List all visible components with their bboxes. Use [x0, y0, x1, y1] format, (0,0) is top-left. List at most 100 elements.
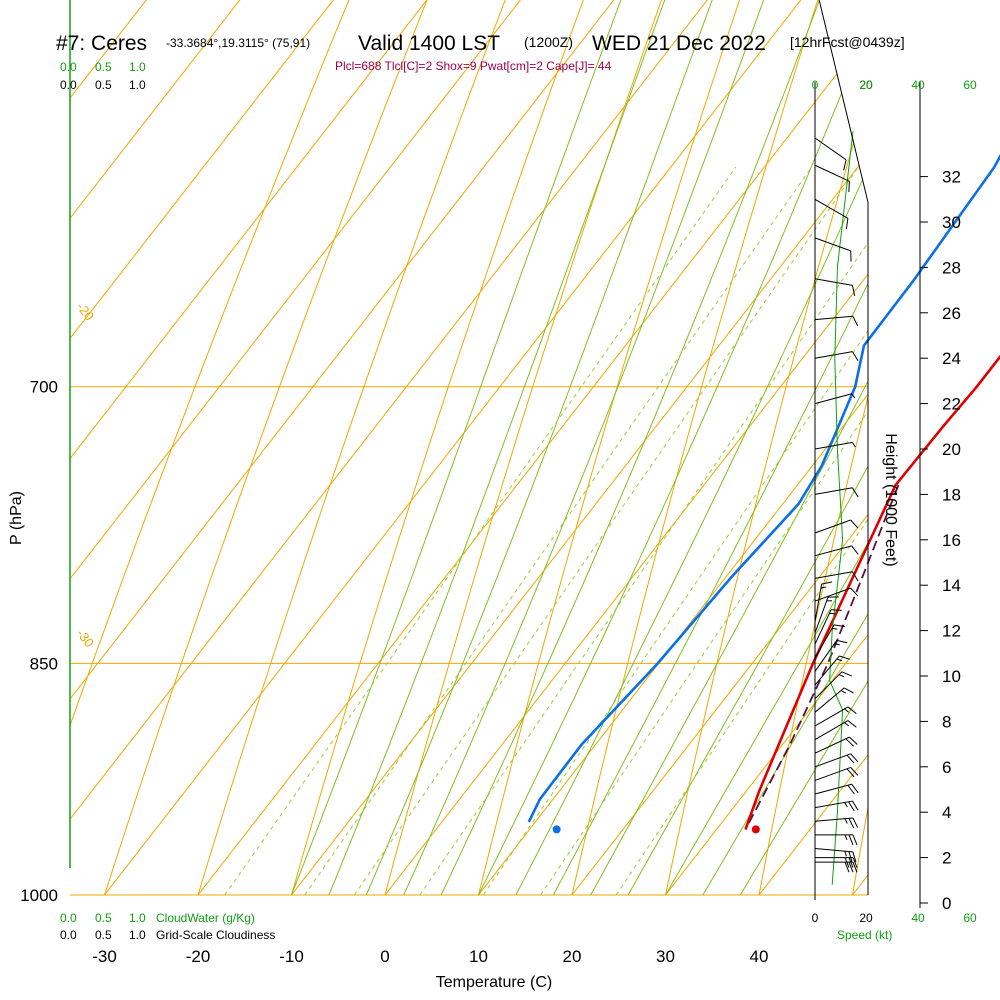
moist-adiabat-line [478, 0, 868, 895]
stability-indices: Plcl=688 Tlcl[C]=2 Shox=9 Pwat[cm]=2 Cap… [335, 59, 612, 73]
wind-barb-half-flag [844, 850, 847, 857]
wind-barb-flag [847, 706, 857, 714]
wind-barb-staff [814, 640, 838, 672]
wind-barb-flag [848, 181, 850, 193]
height-tick-label: 22 [942, 395, 961, 414]
wind-barb-staff [814, 315, 853, 321]
wind-barb [814, 817, 859, 829]
wind-barb [814, 800, 859, 812]
wind-barb-staff [814, 519, 851, 534]
utc-time: (1200Z) [524, 34, 573, 50]
wind-barb [814, 596, 839, 634]
chart-frame [69, 0, 869, 895]
speed-tick-label: 0 [812, 911, 819, 925]
moist-adiabat-line [291, 0, 868, 895]
isotherm-line [478, 0, 868, 895]
wind-barb-flag [844, 861, 850, 873]
wind-barb-flag [843, 159, 847, 171]
speed-tick-label: 40 [911, 911, 925, 925]
wind-barb [814, 736, 858, 754]
cloudwater-label: CloudWater (g/Kg) [156, 911, 255, 925]
wind-barb-staff [814, 278, 853, 286]
wind-barb-flag [851, 487, 859, 498]
wind-barb [814, 278, 856, 296]
wind-barb [814, 783, 859, 795]
cloudwater-tick: 0.5 [95, 911, 112, 925]
mixing-ratio-line [419, 166, 868, 895]
height-tick-label: 28 [942, 258, 961, 277]
dry-adiabat-line [70, 0, 835, 895]
wind-barb-staff [814, 624, 835, 659]
axis-ticks: -30 -20 -10 0 10 20 30 40 [92, 947, 768, 966]
wind-barb [814, 624, 845, 659]
height-tick-label: 12 [942, 622, 961, 641]
moist-adiabat-line [552, 0, 868, 895]
dry-adiabat-line [104, 0, 868, 895]
wind-barb [814, 720, 857, 740]
dry-adiabat-line [291, 0, 868, 895]
wind-barb [814, 671, 852, 700]
wind-barb-staff [814, 441, 853, 450]
wind-barb-half-flag [820, 586, 827, 589]
speed-tick-label: 60 [963, 78, 977, 92]
isotherm-lines [70, 0, 868, 895]
height-tick-label: 8 [942, 712, 951, 731]
wind-barb [814, 441, 856, 450]
wind-barb-staff [814, 736, 850, 754]
height-tick-label: 4 [942, 803, 951, 822]
wind-barb [814, 655, 850, 686]
dry-adiabat-line [665, 0, 868, 895]
moist-adiabat-line [365, 0, 868, 895]
wind-barb-staff [814, 487, 853, 495]
wind-barb-staff [814, 198, 849, 219]
surface-temperature-dot [751, 825, 760, 834]
cloudwater-tick: 0.0 [60, 60, 77, 74]
height-tick-label: 32 [942, 168, 961, 187]
speed-tick-label: 60 [963, 911, 977, 925]
mixing-ratio-line [353, 166, 859, 895]
isotherm-line [197, 0, 868, 895]
height-tick-label: 0 [942, 894, 951, 913]
dewpoint-trace [527, 153, 1000, 823]
speed-tick-label: 20 [859, 911, 873, 925]
temperature-tick-label: 0 [380, 947, 389, 966]
height-tick-label: 6 [942, 758, 951, 777]
wind-barb-flag [848, 857, 854, 868]
cloudiness-tick: 0.0 [60, 928, 77, 942]
temperature-tick-label: 10 [469, 947, 488, 966]
wind-barb-flag [845, 738, 855, 747]
wind-barb [814, 753, 859, 768]
mixing-ratio-line [224, 166, 737, 895]
wind-barb-staff [814, 720, 849, 740]
dry-adiabat-line [197, 0, 868, 895]
wind-barb [814, 706, 857, 727]
moist-adiabat-line [590, 0, 868, 895]
wind-barb-staff [814, 393, 852, 405]
speed-tick-label: 20 [859, 78, 873, 92]
height-tick-label: 10 [942, 667, 961, 686]
wind-barb-flag [848, 834, 854, 846]
surface-dewpoint-dot [552, 825, 561, 834]
wind-barb [814, 687, 854, 713]
wind-barb-half-flag [851, 393, 856, 399]
sounding-profiles [527, 153, 1000, 834]
cloudwater-tick: 0.0 [60, 911, 77, 925]
isotherm-line [104, 0, 868, 895]
wind-barb-staff [814, 237, 851, 252]
diagram-right-edge [818, 0, 869, 895]
wind-barb [814, 571, 859, 582]
height-tick-label: 18 [942, 485, 961, 504]
height-tick-label: 2 [942, 849, 951, 868]
wind-barb-flag [821, 581, 833, 585]
temperature-tick-label: 40 [750, 947, 769, 966]
height-tick-label: 20 [942, 440, 961, 459]
moist-adiabat-line [403, 0, 868, 895]
wind-barb [814, 351, 859, 362]
wind-barb-staff [814, 800, 853, 809]
cloudwater-tick: 0.5 [95, 60, 112, 74]
dry-adiabat-lines [70, 0, 868, 895]
wind-barb-half-flag [838, 674, 845, 678]
wind-barb [814, 581, 833, 622]
wind-barb-flag [841, 671, 852, 677]
